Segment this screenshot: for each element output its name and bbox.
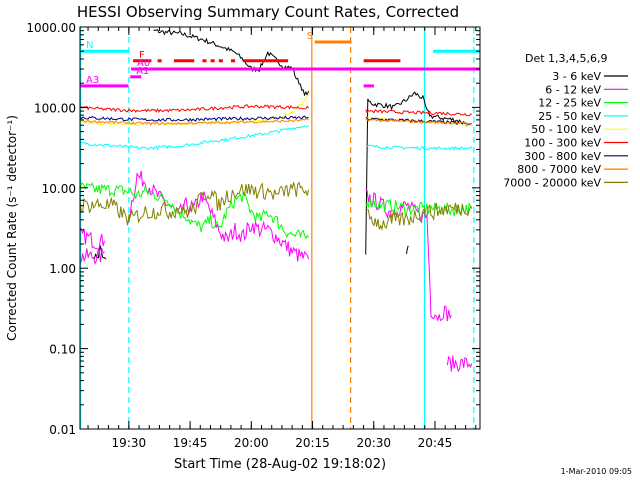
flag-label-a1: A1	[136, 66, 149, 77]
x-tick-label: 20:45	[418, 436, 453, 450]
y-axis: 1000.00 100.00 10.00 1.00 0.10 0.01	[26, 21, 480, 437]
y-tick-label: 1000.00	[26, 21, 76, 35]
legend-label: 300 - 800 keV	[524, 150, 601, 163]
flag-a1: A1	[130, 66, 149, 79]
legend-item-300-800-kev: 300 - 800 keV	[524, 150, 628, 163]
series-line-12-25-kev-0	[79, 181, 310, 240]
series-line-7000-20000-kev-0	[79, 181, 310, 226]
series-line-7000-20000-kev-1	[365, 202, 472, 232]
legend-label: 50 - 100 keV	[531, 123, 601, 136]
legend-label: 7000 - 20000 keV	[503, 176, 601, 189]
series-line-100-300-kev-0	[79, 104, 309, 113]
series-line-3-6-kev-3	[406, 245, 409, 254]
chart-title: HESSI Observing Summary Count Rates, Cor…	[77, 3, 459, 21]
legend-item-6-12-kev: 6 - 12 keV	[545, 83, 628, 96]
legend-title: Det 1,3,4,5,6,9	[525, 52, 608, 65]
series-line-3-6-kev-2	[365, 91, 469, 255]
legend-item-12-25-kev: 12 - 25 keV	[538, 97, 628, 110]
x-tick-label: 20:15	[295, 436, 330, 450]
legend-item-3-6-kev: 3 - 6 keV	[552, 70, 628, 83]
series-line-800-7000-kev-0	[79, 118, 309, 126]
legend-label: 6 - 12 keV	[545, 83, 601, 96]
y-axis-label: Corrected Count Rate (s⁻¹ detector⁻¹)	[5, 115, 19, 341]
flag-label-a0: A0	[137, 58, 150, 69]
y-tick-label: 100.00	[34, 101, 76, 115]
x-tick-label: 19:45	[173, 436, 208, 450]
flag-label-f: F	[139, 50, 145, 61]
y-tick-label: 0.10	[49, 343, 76, 357]
legend-item-25-50-kev: 25 - 50 keV	[538, 110, 628, 123]
legend-label: 12 - 25 keV	[538, 97, 601, 110]
flag-label-a3: A3	[86, 75, 99, 86]
x-axis: 19:30 19:45 20:00 20:15 20:30 20:45	[87, 27, 477, 450]
series-line-25-50-kev-0	[79, 124, 309, 151]
footer-date: 1-Mar-2010 09:05	[561, 467, 632, 476]
series-line-300-800-kev-0	[79, 115, 309, 123]
series-800-7000-kev	[79, 118, 473, 126]
legend-item-100-300-kev: 100 - 300 keV	[524, 137, 628, 150]
legend-label: 100 - 300 keV	[524, 137, 601, 150]
flag-a3: A3	[80, 75, 374, 88]
y-tick-label: 10.00	[42, 182, 76, 196]
series-line-3-6-kev-0	[93, 245, 107, 260]
flag-n: N	[80, 40, 480, 53]
flag-a0: A0	[131, 58, 480, 71]
data-series	[79, 29, 473, 373]
legend-label: 800 - 7000 keV	[517, 163, 601, 176]
x-axis-label: Start Time (28-Aug-02 19:18:02)	[174, 457, 386, 472]
series-7000-20000-kev	[79, 181, 472, 232]
flag-label-n: N	[86, 40, 93, 51]
series-100-300-kev	[79, 104, 472, 117]
series-line-100-300-kev-1	[365, 109, 472, 117]
legend-item-800-7000-kev: 800 - 7000 keV	[517, 163, 628, 176]
series-line-12-25-kev-1	[365, 197, 473, 217]
legend-item-50-100-kev: 50 - 100 keV	[531, 123, 628, 136]
y-tick-label: 0.01	[49, 423, 76, 437]
legend-item-7000-20000-kev: 7000 - 20000 keV	[503, 176, 628, 189]
legend-label: 25 - 50 keV	[538, 110, 601, 123]
flag-s: S	[307, 31, 352, 44]
legend-label: 3 - 6 keV	[552, 70, 601, 83]
series-line-6-12-kev-2	[128, 170, 310, 262]
series-25-50-kev	[79, 124, 473, 151]
x-tick-label: 20:30	[356, 436, 391, 450]
series-line-800-7000-kev-1	[365, 118, 473, 125]
x-tick-label: 19:30	[112, 436, 147, 450]
series-line-6-12-kev-4	[446, 355, 473, 373]
series-line-6-12-kev-0	[79, 227, 105, 251]
flag-f: F	[133, 50, 401, 63]
y-tick-label: 1.00	[49, 262, 76, 276]
series-line-6-12-kev-1	[79, 246, 105, 265]
series-line-25-50-kev-1	[365, 144, 473, 151]
plot-frame	[79, 26, 481, 430]
x-tick-label: 20:00	[234, 436, 269, 450]
flag-label-s: S	[307, 31, 313, 42]
series-12-25-kev	[79, 181, 473, 240]
